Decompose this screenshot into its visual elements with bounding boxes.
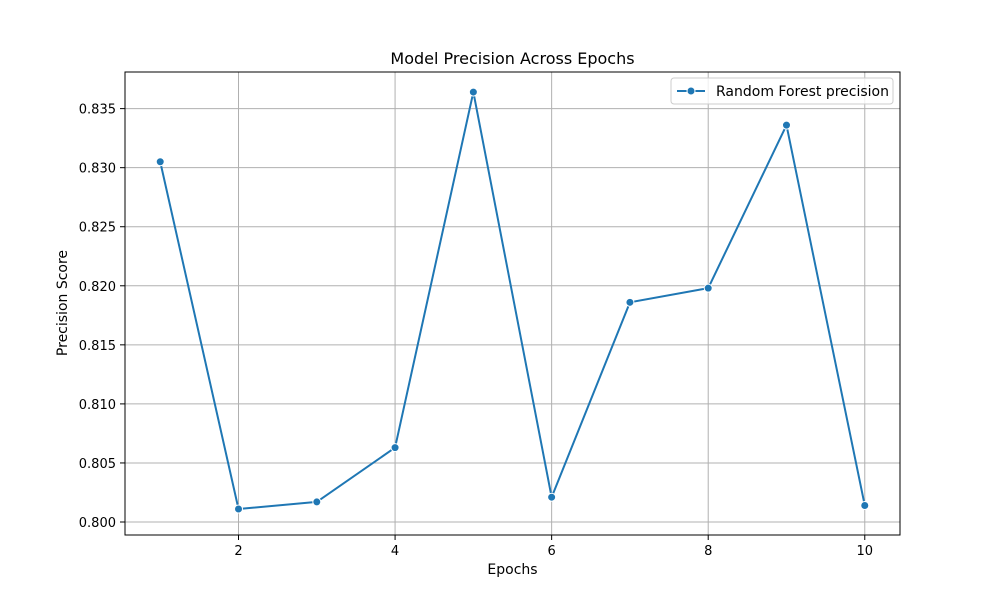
y-tick-label: 0.830 <box>79 162 116 177</box>
x-tick-label: 8 <box>704 544 712 559</box>
x-tick-label: 4 <box>391 544 399 559</box>
legend-box <box>670 77 894 105</box>
data-point <box>547 492 557 502</box>
data-point <box>155 157 165 167</box>
chart-title: Model Precision Across Epochs <box>390 49 634 68</box>
grid-lines <box>125 72 900 535</box>
data-point <box>312 497 322 507</box>
x-tick-label: 6 <box>548 544 556 559</box>
x-axis-label: Epochs <box>487 562 537 578</box>
axes <box>124 71 901 536</box>
data-point <box>625 297 635 307</box>
y-tick-label: 0.820 <box>79 280 116 295</box>
legend: Random Forest precision <box>670 77 894 105</box>
y-tick-label: 0.800 <box>79 516 116 531</box>
data-point <box>468 87 478 97</box>
y-tick-label: 0.810 <box>79 398 116 413</box>
x-tick-label: 10 <box>856 544 873 559</box>
data-point <box>703 283 713 293</box>
y-axis-label: Precision Score <box>55 250 71 356</box>
y-tick-label: 0.825 <box>79 221 116 236</box>
y-tick-label: 0.835 <box>79 103 116 118</box>
plot-frame <box>124 71 901 536</box>
series-line <box>159 91 866 511</box>
legend-label: Random Forest precision <box>716 84 889 100</box>
y-tick-label: 0.815 <box>79 339 116 354</box>
legend-marker <box>686 86 696 96</box>
x-tick-label: 2 <box>234 544 242 559</box>
y-tick-label: 0.805 <box>79 457 116 472</box>
data-series <box>155 87 870 514</box>
data-point <box>234 504 244 514</box>
data-point <box>860 500 870 510</box>
data-point <box>781 120 791 130</box>
axis-ticks: 2 4 6 8 10 0.800 0.805 0.810 0.815 0.820 0.825 0.83… <box>79 103 873 559</box>
data-point <box>390 443 400 453</box>
